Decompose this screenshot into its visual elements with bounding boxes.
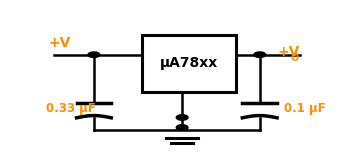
Text: O: O — [290, 53, 298, 63]
Text: +V: +V — [48, 36, 71, 50]
Text: +V: +V — [277, 45, 299, 59]
Circle shape — [176, 115, 188, 120]
Circle shape — [88, 52, 100, 58]
Text: 0.33 μF: 0.33 μF — [46, 102, 96, 115]
Circle shape — [176, 125, 188, 130]
FancyBboxPatch shape — [142, 35, 236, 92]
Text: μA78xx: μA78xx — [160, 57, 218, 70]
Circle shape — [254, 52, 266, 58]
Text: 0.1 μF: 0.1 μF — [284, 102, 325, 115]
